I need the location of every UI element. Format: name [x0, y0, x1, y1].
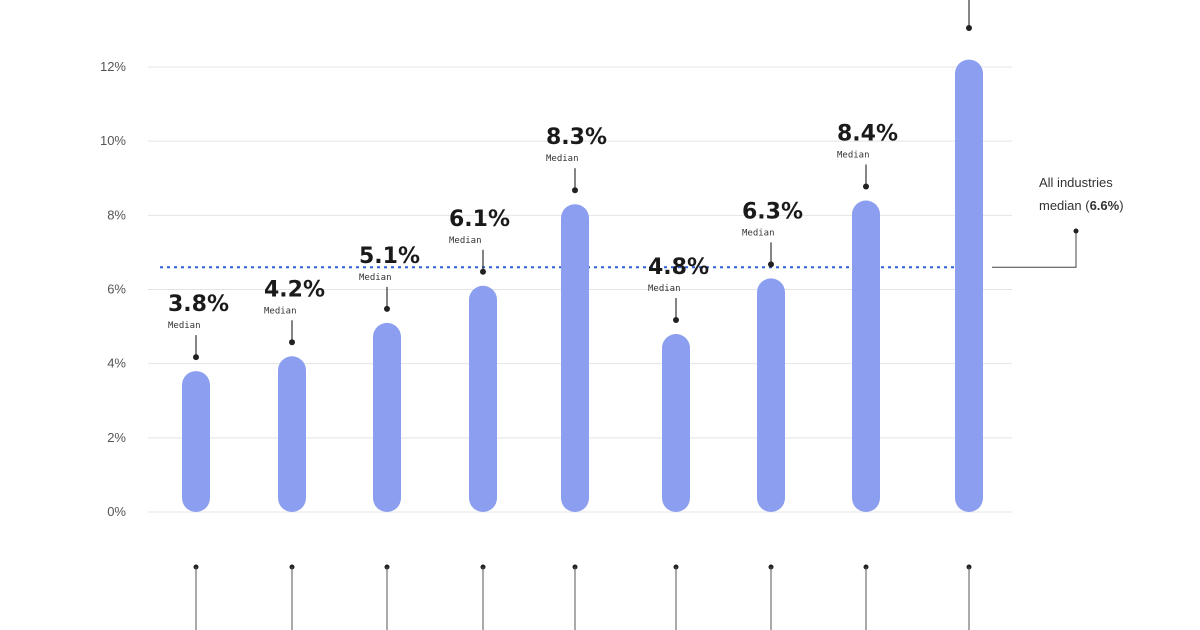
- value-leader-dot-3: [480, 268, 486, 275]
- bar-5: [662, 334, 690, 512]
- value-label-0: 3.8%: [168, 292, 229, 317]
- reference-label-line1: All industries: [1039, 175, 1113, 190]
- median-label-3: Median: [449, 236, 482, 246]
- y-tick-label-1: 2%: [107, 430, 126, 445]
- value-leader-dot-1: [289, 339, 295, 346]
- value-leader-dot-8: [966, 25, 972, 31]
- bar-7: [852, 200, 880, 512]
- reference-annotation: All industries median (6.6%): [1039, 175, 1124, 213]
- median-label-2: Median: [359, 273, 392, 283]
- value-leader-dot-6: [768, 261, 774, 268]
- reference-label-prefix: median (: [1039, 198, 1090, 213]
- bars: [182, 59, 983, 513]
- value-leader-dot-5: [673, 317, 679, 323]
- reference-label-value: 6.6%: [1090, 198, 1120, 213]
- bottom-leader-lines: [193, 564, 972, 630]
- y-axis-tick-labels: 0% 2% 4% 6% 8% 10% 12%: [100, 59, 126, 519]
- value-label-7: 8.4%: [837, 122, 898, 147]
- median-label-0: Median: [168, 321, 201, 331]
- bar-6: [757, 278, 785, 512]
- bar-2: [373, 322, 401, 512]
- y-tick-label-4: 8%: [107, 207, 126, 222]
- y-tick-label-0: 0%: [107, 504, 126, 519]
- value-leader-dot-0: [193, 354, 199, 361]
- value-label-1: 4.2%: [264, 277, 325, 302]
- value-label-5: 4.8%: [648, 255, 709, 280]
- median-label-4: Median: [546, 154, 579, 164]
- median-label-6: Median: [742, 228, 775, 238]
- y-tick-label-2: 4%: [107, 356, 126, 371]
- bar-labels: 3.8% Median 4.2% Median 5.1% Median 6.1% Median…: [168, 0, 972, 361]
- reference-label-suffix: ): [1119, 198, 1123, 213]
- y-tick-label-6: 12%: [100, 59, 126, 74]
- reference-leader-dot: [1073, 228, 1079, 234]
- reference-leader: [992, 231, 1077, 268]
- value-label-6: 6.3%: [742, 199, 803, 224]
- value-leader-dot-7: [863, 183, 869, 190]
- value-leader-dot-4: [572, 187, 578, 194]
- bar-0: [182, 371, 210, 512]
- median-label-1: Median: [264, 306, 297, 316]
- value-leader-dot-2: [384, 305, 390, 312]
- bar-4: [561, 204, 589, 513]
- value-label-2: 5.1%: [359, 244, 420, 269]
- median-label-7: Median: [837, 151, 870, 161]
- value-label-4: 8.3%: [546, 125, 607, 150]
- bar-3: [469, 285, 497, 512]
- bar-8: [955, 59, 983, 512]
- value-label-3: 6.1%: [449, 207, 510, 232]
- y-tick-label-5: 10%: [100, 133, 126, 148]
- y-tick-label-3: 6%: [107, 282, 126, 297]
- reference-line-group: [160, 228, 1079, 269]
- reference-label-line2: median (6.6%): [1039, 198, 1124, 213]
- bar-1: [278, 356, 306, 512]
- median-label-5: Median: [648, 284, 681, 294]
